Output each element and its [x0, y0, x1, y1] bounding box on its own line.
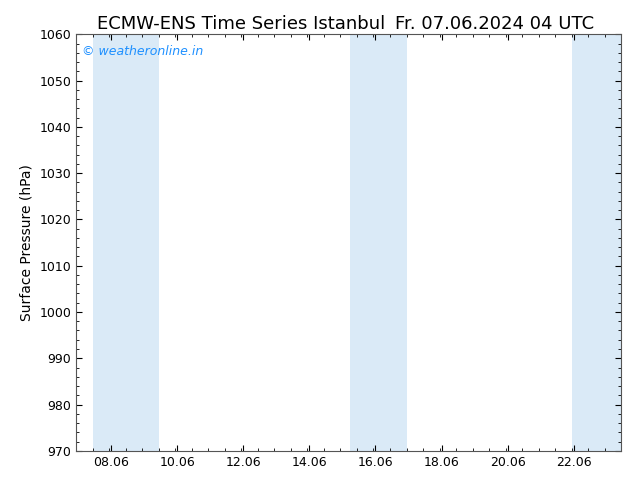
- Text: Fr. 07.06.2024 04 UTC: Fr. 07.06.2024 04 UTC: [395, 15, 594, 33]
- Y-axis label: Surface Pressure (hPa): Surface Pressure (hPa): [20, 164, 34, 321]
- Bar: [351, 34, 406, 451]
- Bar: [572, 34, 621, 451]
- Text: © weatheronline.in: © weatheronline.in: [82, 45, 203, 58]
- Text: ECMW-ENS Time Series Istanbul: ECMW-ENS Time Series Istanbul: [97, 15, 385, 33]
- Bar: [93, 34, 158, 451]
